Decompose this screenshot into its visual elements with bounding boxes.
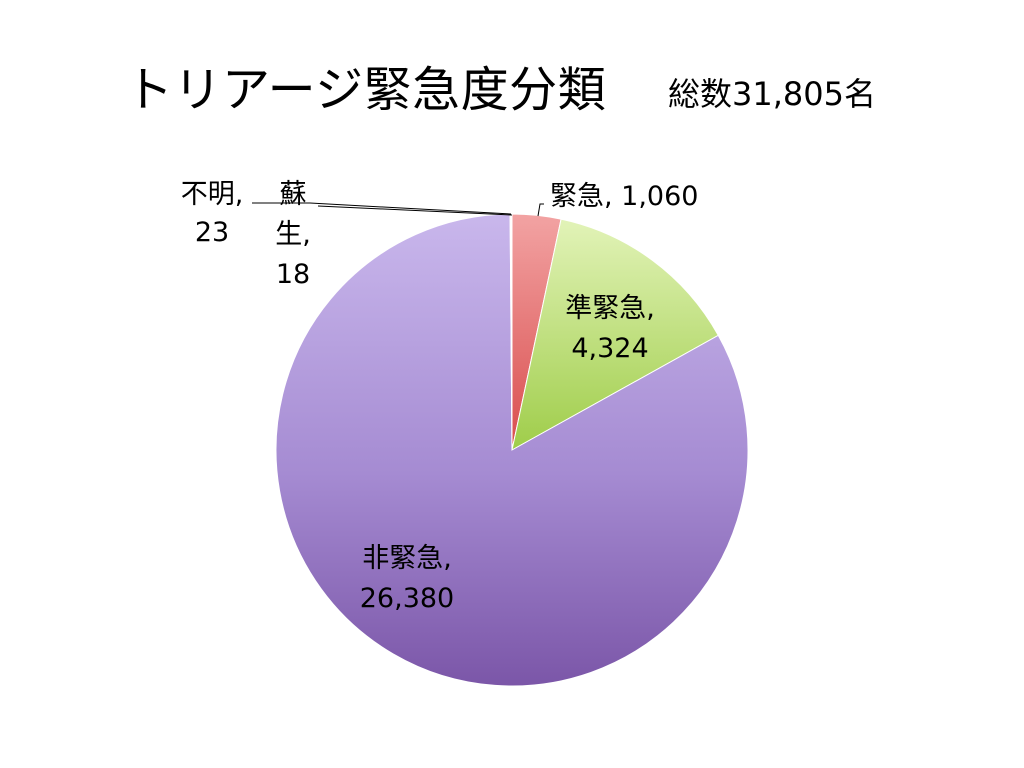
leader-line-fumei bbox=[252, 202, 512, 215]
pie-slices bbox=[275, 213, 749, 687]
data-label-kinkyu: 緊急, 1,060 bbox=[550, 181, 698, 212]
total-count: 総数31,805名 bbox=[668, 75, 876, 113]
pie-slice-sosei bbox=[510, 213, 513, 451]
leader-lines bbox=[252, 202, 544, 217]
slide-title: トリアージ緊急度分類 bbox=[125, 62, 607, 118]
data-label-jun-kinkyu: 準緊急, 4,324 bbox=[565, 293, 655, 364]
data-labels: 緊急, 1,060 準緊急, 4,324 非緊急, 26,380 不明, 23 蘇生, 18 bbox=[181, 179, 699, 614]
data-label-sosei: 蘇生, 18 bbox=[275, 179, 311, 290]
leader-line-sosei bbox=[317, 205, 513, 216]
data-label-fumei: 不明, 23 bbox=[181, 179, 244, 248]
leader-line-kinkyu bbox=[537, 203, 544, 217]
pie-slice-jun-kinkyu bbox=[511, 218, 719, 451]
data-label-hi-kinkyu: 非緊急, 26,380 bbox=[360, 543, 454, 614]
